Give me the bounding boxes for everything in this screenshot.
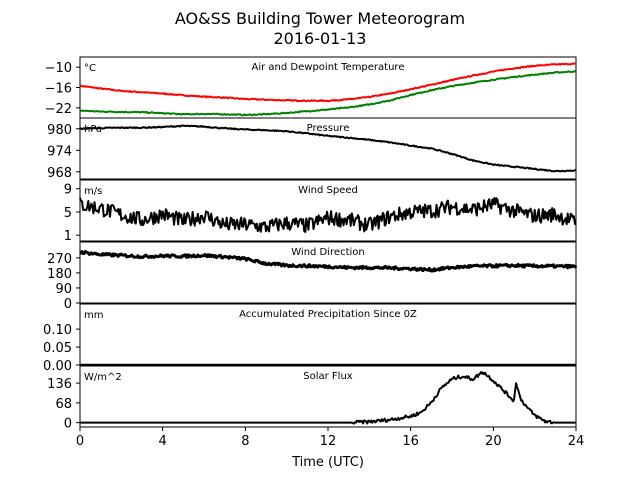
y-tick-label: 968 [47, 166, 72, 181]
panels: −10 −16 −22 °C Air and Dewpoint Temperature 9… [43, 56, 578, 432]
y-tick-label: 0 [64, 297, 72, 312]
panel-frame [79, 117, 577, 180]
series-line-2 [79, 69, 577, 117]
x-tick-label: 20 [485, 434, 502, 449]
unit-label: °C [84, 63, 96, 74]
y-tick-label: 9 [64, 183, 72, 198]
y-tick-label: 270 [47, 252, 72, 267]
x-tick-label: 12 [320, 434, 337, 449]
y-tick-label: 136 [47, 377, 72, 392]
panel-5: 0.10 0.05 0.00 mm Accumulated Precipitation … [43, 303, 577, 374]
y-tick-label: 0.00 [43, 359, 72, 374]
y-tick-label: 1 [64, 229, 72, 244]
panel-title: Solar Flux [303, 371, 353, 382]
y-tick-label: 90 [55, 282, 72, 297]
panel-title: Wind Direction [291, 247, 365, 258]
x-tick-label: 8 [241, 434, 249, 449]
figure-date: 2016-01-13 [274, 29, 367, 48]
series-line-1 [79, 250, 578, 273]
unit-label: mm [84, 310, 103, 321]
y-tick-label: 0.10 [43, 323, 72, 338]
y-tick-label: 0.05 [43, 341, 72, 356]
panel-3: 9 5 1 m/s Wind Speed [64, 179, 577, 244]
y-tick-label: 980 [47, 123, 72, 138]
unit-label: hPa [84, 124, 102, 135]
y-tick-label: 5 [64, 206, 72, 221]
series-line-1 [79, 62, 577, 103]
x-tick-label: 4 [159, 434, 167, 449]
time-axis: 0 4 8 12 16 20 24 [76, 427, 584, 449]
series-line-1 [79, 197, 577, 233]
y-tick-label: 974 [47, 144, 72, 159]
y-tick-label: 68 [55, 397, 72, 412]
series-line-1 [80, 371, 576, 425]
y-tick-label: −16 [45, 82, 72, 97]
panel-1: −10 −16 −22 °C Air and Dewpoint Temperature [45, 56, 577, 119]
unit-label: m/s [84, 186, 102, 197]
figure-title: AO&SS Building Tower Meteorogram [175, 9, 465, 28]
panel-title: Accumulated Precipitation Since 0Z [239, 309, 417, 320]
y-tick-label: 0 [64, 417, 72, 432]
x-tick-label: 24 [568, 434, 585, 449]
y-tick-label: 180 [47, 267, 72, 282]
y-tick-label: −22 [45, 102, 72, 117]
x-tick-label: 16 [402, 434, 419, 449]
panel-title: Wind Speed [298, 185, 358, 196]
panel-6: 136 68 0 W/m^2 Solar Flux [47, 365, 577, 432]
y-tick-label: −10 [45, 61, 72, 76]
panel-title: Pressure [307, 123, 350, 134]
series-line-1 [79, 124, 577, 173]
x-axis-label: Time (UTC) [291, 455, 364, 470]
x-tick-label: 0 [76, 434, 84, 449]
panel-frame [79, 179, 577, 242]
unit-label: W/m^2 [84, 372, 122, 383]
panel-2: 980 974 968 hPa Pressure [47, 117, 577, 181]
panel-title: Air and Dewpoint Temperature [252, 62, 405, 73]
